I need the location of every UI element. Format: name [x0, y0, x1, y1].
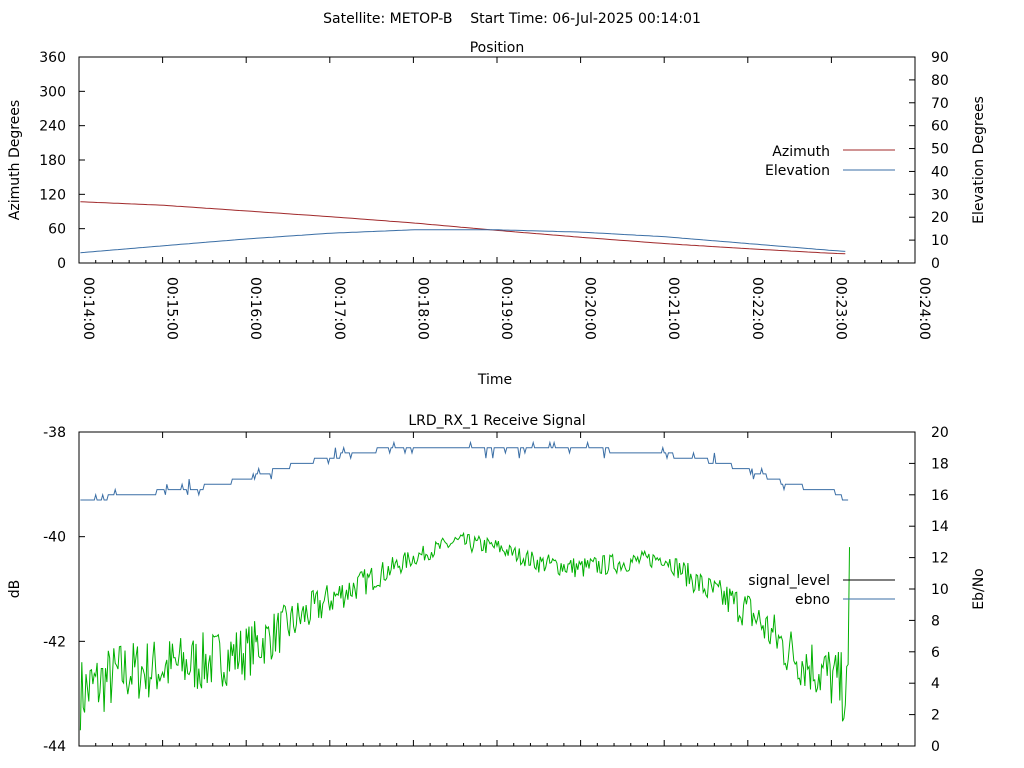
- right-y-tick-label: 14: [931, 519, 949, 535]
- legend-label-signal-level: signal_level: [748, 573, 830, 589]
- x-tick-label: 00:14:00: [80, 277, 96, 340]
- right-y-tick-label: 6: [931, 645, 940, 661]
- left-y-tick-label: -38: [43, 425, 66, 441]
- right-y-tick-label: 2: [931, 708, 940, 724]
- left-y-tick-label: -40: [43, 530, 66, 546]
- receive-signal-chart-title: LRD_RX_1 Receive Signal: [408, 413, 585, 429]
- right-y-tick-label: 90: [931, 50, 949, 66]
- position-legend: Azimuth Elevation: [765, 144, 895, 179]
- x-tick-label: 00:16:00: [247, 277, 263, 340]
- position-chart-ticks: 0 60 120 180 240 300 360 0 10 20 30 40 50 60 70 80 90 00:…: [39, 50, 949, 340]
- elevation-axis-label: Elevation Degrees: [971, 96, 987, 224]
- left-y-tick-label: -44: [43, 739, 66, 755]
- left-y-tick-label: -42: [43, 634, 66, 650]
- series-line-azimuth: [80, 201, 846, 255]
- right-y-tick-label: 4: [931, 676, 940, 692]
- receive-signal-chart-series: [79, 440, 850, 731]
- right-y-tick-label: 18: [931, 456, 949, 472]
- legend-label-ebno: ebno: [795, 592, 830, 608]
- position-chart: Position 0 60 120 180 240 300 360 0 10 20 30 40 50 60…: [7, 40, 987, 388]
- legend-label-elevation: Elevation: [765, 163, 830, 179]
- right-y-tick-label: 20: [931, 425, 949, 441]
- left-y-tick-label: 360: [39, 50, 66, 66]
- x-tick-label: 00:17:00: [331, 277, 347, 340]
- series-line-elevation: [80, 229, 846, 254]
- figure-title: Satellite: METOP-B Start Time: 06-Jul-20…: [323, 11, 701, 27]
- position-chart-title: Position: [470, 40, 525, 56]
- right-y-tick-label: 12: [931, 551, 949, 567]
- series-line-signal-level: [79, 531, 850, 731]
- x-tick-label: 00:15:00: [164, 277, 180, 340]
- position-chart-series: [80, 201, 846, 255]
- receive-signal-plot-frame: [78, 431, 916, 747]
- left-y-tick-label: 180: [39, 153, 66, 169]
- db-axis-label: dB: [7, 580, 23, 599]
- right-y-tick-label: 70: [931, 96, 949, 112]
- left-y-tick-label: 60: [48, 222, 66, 238]
- right-y-tick-label: 0: [931, 256, 940, 272]
- right-y-tick-label: 60: [931, 119, 949, 135]
- receive-signal-legend: signal_level ebno: [748, 573, 895, 608]
- receive-signal-chart: LRD_RX_1 Receive Signal -44 -42 -40 -38 0 2 4 6…: [7, 413, 987, 755]
- left-y-tick-label: 120: [39, 187, 66, 203]
- azimuth-axis-label: Azimuth Degrees: [7, 100, 23, 220]
- right-y-tick-label: 10: [931, 233, 949, 249]
- x-tick-label: 00:24:00: [916, 277, 932, 340]
- right-y-tick-label: 0: [931, 739, 940, 755]
- right-y-tick-label: 80: [931, 73, 949, 89]
- right-y-tick-label: 30: [931, 187, 949, 203]
- right-y-tick-label: 10: [931, 582, 949, 598]
- ebno-axis-label: Eb/No: [971, 568, 987, 610]
- x-tick-label: 00:23:00: [832, 277, 848, 340]
- right-y-tick-label: 40: [931, 164, 949, 180]
- x-tick-label: 00:20:00: [582, 277, 598, 340]
- right-y-tick-label: 20: [931, 210, 949, 226]
- left-y-tick-label: 300: [39, 84, 66, 100]
- x-tick-label: 00:22:00: [749, 277, 765, 340]
- left-y-tick-label: 0: [57, 256, 66, 272]
- series-line-ebno: [80, 440, 849, 501]
- left-y-tick-label: 240: [39, 119, 66, 135]
- receive-signal-chart-ticks: -44 -42 -40 -38 0 2 4 6 8 10 12 14 16 18 20: [43, 425, 949, 755]
- right-y-tick-label: 8: [931, 613, 940, 629]
- x-tick-label: 00:19:00: [498, 277, 514, 340]
- legend-label-azimuth: Azimuth: [772, 144, 830, 160]
- position-plot-frame: [78, 56, 916, 264]
- time-axis-label: Time: [477, 372, 512, 388]
- x-tick-label: 00:18:00: [414, 277, 430, 340]
- right-y-tick-label: 50: [931, 142, 949, 158]
- right-y-tick-label: 16: [931, 488, 949, 504]
- x-tick-label: 00:21:00: [665, 277, 681, 340]
